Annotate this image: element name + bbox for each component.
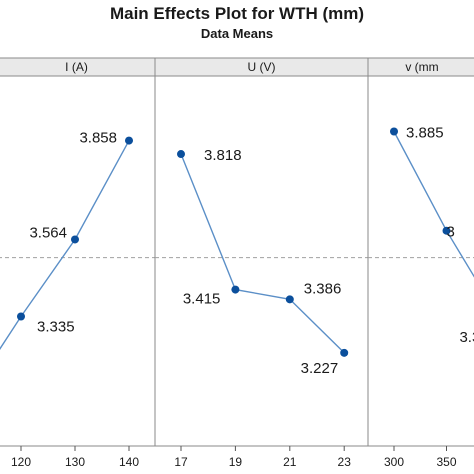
x-tick-label-1-3: 23 <box>338 455 352 469</box>
data-point-2-0 <box>390 127 398 136</box>
panel-header-label-2: v (mm <box>405 60 438 74</box>
data-label-1-0: 3.818 <box>204 147 242 164</box>
data-point-0-3 <box>125 136 133 145</box>
panel-frame-2 <box>367 75 474 447</box>
x-tick-label-2-1: 350 <box>436 455 456 469</box>
x-tick-label-0-1: 130 <box>65 455 85 469</box>
data-label-0-1: 3.335 <box>37 319 75 336</box>
data-label-0-3: 3.858 <box>79 130 117 147</box>
x-tick-label-1-0: 17 <box>174 455 188 469</box>
data-label-2-2: 3.331 <box>459 329 474 346</box>
series-line-1 <box>180 153 345 354</box>
x-tick-label-1-1: 19 <box>229 455 243 469</box>
data-point-1-3 <box>340 348 349 357</box>
x-tick-label-0-2: 140 <box>119 455 139 469</box>
data-point-0-2 <box>71 235 79 244</box>
data-point-1-2 <box>285 295 294 304</box>
data-label-1-3: 3.227 <box>301 360 339 377</box>
data-label-1-1: 3.415 <box>183 291 221 308</box>
data-label-2-1: 3 <box>447 224 455 241</box>
data-point-2-1 <box>442 226 451 235</box>
x-tick-label-2-0: 300 <box>384 455 404 469</box>
data-point-0-1 <box>17 312 25 321</box>
chart-title: Main Effects Plot for WTH (mm) <box>109 4 365 23</box>
chart-subtitle: Data Means <box>200 26 274 41</box>
panel-header-label-1: U (V) <box>248 60 276 74</box>
data-label-2-0: 3.885 <box>406 125 444 142</box>
panel-header-label-0: I (A) <box>65 60 88 74</box>
x-tick-label-1-2: 21 <box>283 455 297 469</box>
panel-frame-0 <box>0 75 156 447</box>
x-tick-label-0-0: 120 <box>11 455 31 469</box>
series-line-0 <box>0 140 130 350</box>
panel-frame-1 <box>154 75 369 447</box>
series-line-2 <box>393 131 474 278</box>
data-label-1-2: 3.386 <box>304 280 342 297</box>
data-point-1-0 <box>177 150 185 159</box>
data-point-1-1 <box>231 285 240 294</box>
data-label-0-2: 3.564 <box>29 224 67 241</box>
